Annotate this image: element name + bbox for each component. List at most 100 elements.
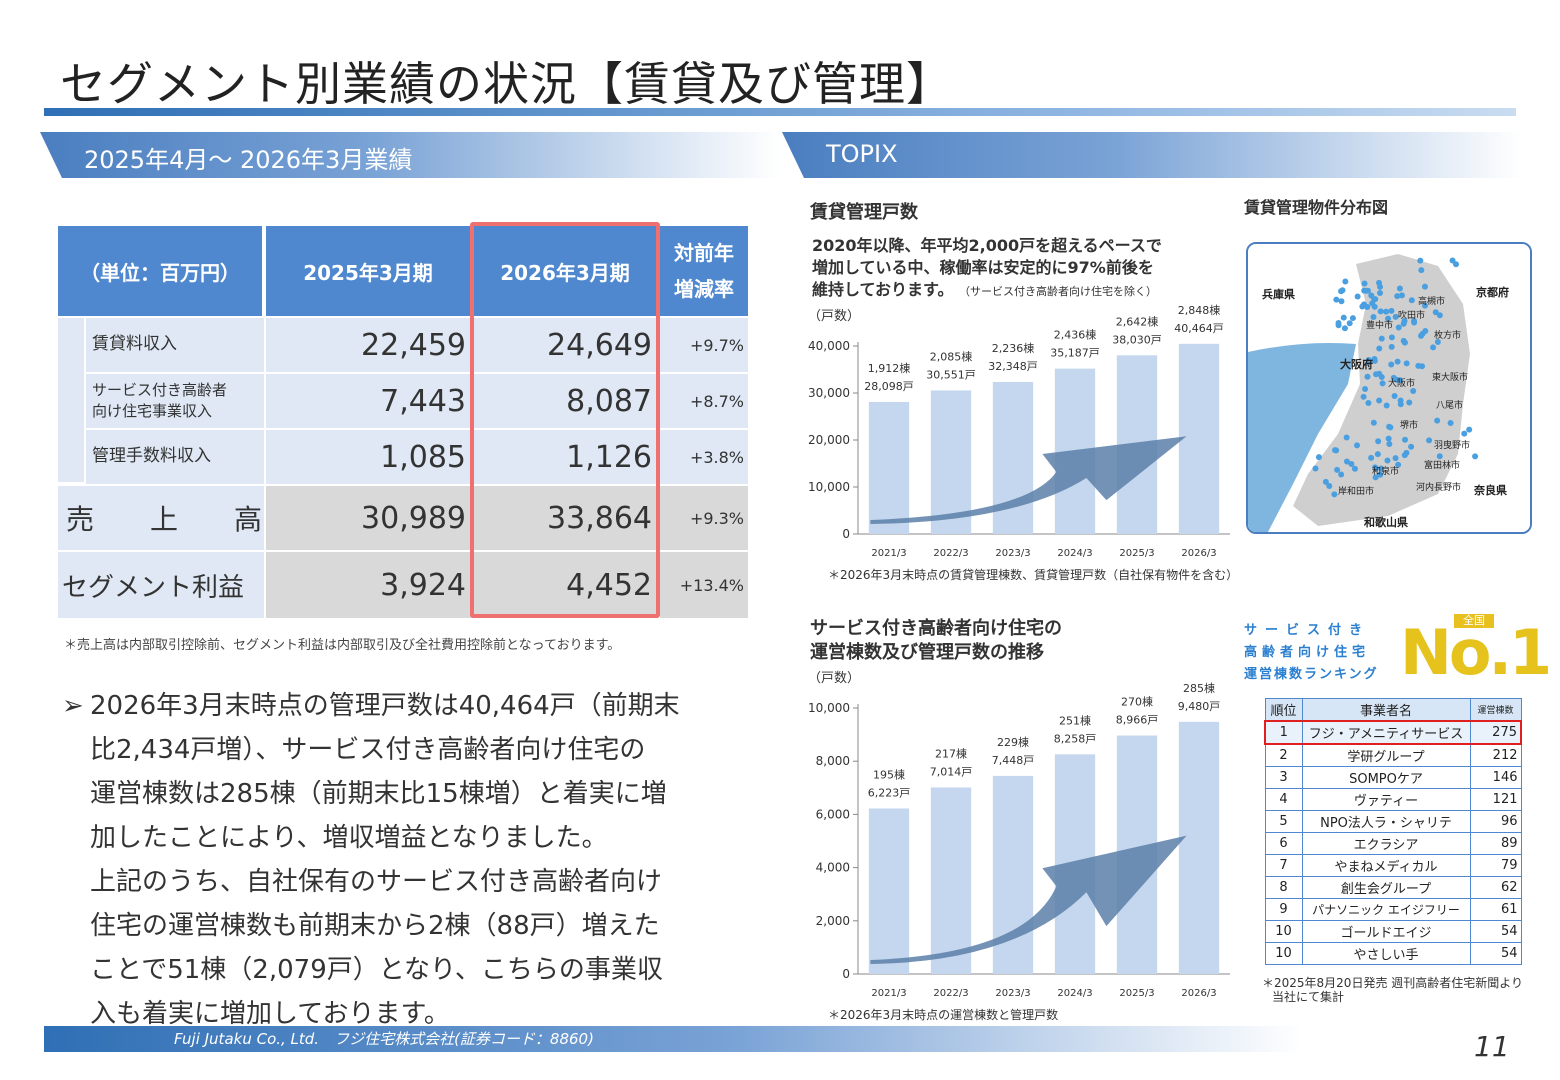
map-city: 豊中市	[1366, 319, 1393, 331]
bar-label-units: 6,223戸	[868, 786, 911, 799]
company-cell: ゴールドエイジ	[1301, 920, 1471, 943]
property-dot	[1339, 287, 1346, 294]
property-dot	[1466, 426, 1473, 433]
summary-text: ➢ 2026年3月末時点の管理戸数は40,464戸（前期末 比2,434戸増）、…	[62, 684, 742, 1036]
property-dot	[1343, 434, 1350, 441]
property-dot	[1378, 335, 1385, 342]
profit-fy2025: 3,924	[266, 552, 472, 618]
property-dot	[1334, 466, 1341, 473]
sales-fy2025: 30,989	[266, 486, 472, 550]
x-tick-label: 2025/3	[1119, 548, 1154, 559]
chart2-heading-line1: サービス付き高齢者向け住宅の	[810, 618, 1062, 639]
bullet-arrow-icon: ➢	[62, 691, 84, 721]
property-dot	[1335, 322, 1342, 329]
property-dot	[1377, 283, 1384, 290]
map-label-nara: 奈良県	[1473, 483, 1507, 497]
property-dot	[1418, 267, 1425, 274]
mgmt-fee-fy2026: 1,126	[474, 430, 658, 484]
property-dot	[1351, 465, 1358, 472]
bar-label-buildings: 2,436棟	[1054, 328, 1097, 342]
property-dot	[1385, 315, 1392, 322]
property-dot	[1398, 292, 1405, 299]
bar-label-units: 7,448戸	[992, 754, 1035, 767]
rank-cell: 10	[1264, 920, 1303, 943]
chart2-heading-line2: 運営棟数及び管理戸数の推移	[810, 642, 1044, 663]
property-dot	[1396, 377, 1403, 384]
y-tick-label: 40,000	[808, 339, 850, 353]
property-dot	[1376, 345, 1383, 352]
rank-cell: 3	[1264, 766, 1303, 789]
map-city: 堺市	[1400, 419, 1418, 431]
chart1-desc-line3: 維持しております。 （サービス付き高齢者向け住宅を除く）	[812, 276, 1157, 300]
property-dot	[1346, 320, 1353, 327]
property-dot	[1390, 374, 1397, 381]
property-dot	[1372, 474, 1379, 481]
y-tick-label: 0	[842, 527, 850, 541]
property-dot	[1388, 343, 1395, 350]
bar-label-buildings: 2,642棟	[1116, 314, 1159, 328]
property-dot	[1331, 491, 1338, 498]
bar	[868, 401, 910, 534]
bar-label-units: 9,480戸	[1178, 700, 1221, 713]
count-cell: 275	[1469, 720, 1522, 745]
rank-cell: 7	[1264, 854, 1303, 877]
company-cell: NPO法人ラ・シャリテ	[1301, 810, 1471, 833]
sales-yoy: +9.3%	[660, 486, 748, 550]
property-dot	[1354, 442, 1361, 449]
table-header-fy2026: 2026年3月期	[474, 226, 658, 316]
map-city: 高槻市	[1418, 295, 1445, 307]
rent-yoy: +9.7%	[660, 318, 748, 372]
property-dot	[1401, 339, 1408, 346]
property-dot	[1371, 303, 1378, 310]
property-dot	[1361, 280, 1368, 287]
rank-cell: 4	[1264, 788, 1303, 811]
count-cell: 54	[1469, 920, 1522, 943]
property-dot	[1453, 261, 1460, 268]
bar-label-units: 7,014戸	[930, 765, 973, 778]
property-dot	[1410, 387, 1417, 394]
company-cell: パナソニック エイジフリー	[1301, 898, 1471, 921]
senior-fy2026: 8,087	[474, 374, 658, 428]
no1-badge-big: No.1	[1400, 616, 1552, 689]
property-dot	[1434, 339, 1441, 346]
y-tick-label: 10,000	[808, 480, 850, 494]
property-dot	[1385, 435, 1392, 442]
property-dot	[1359, 303, 1366, 310]
property-dot	[1396, 285, 1403, 292]
y-tick-label: 20,000	[808, 433, 850, 447]
bar-label-units: 32,348戸	[988, 360, 1038, 373]
property-dot	[1368, 292, 1375, 299]
property-dot	[1472, 453, 1479, 460]
trend-arrow-icon	[870, 835, 1187, 964]
y-tick-label: 6,000	[816, 807, 850, 821]
map-city: 富田林市	[1424, 459, 1460, 471]
bar-label-buildings: 2,236棟	[992, 341, 1035, 355]
count-cell: 212	[1469, 743, 1522, 767]
table-row: 10 やさしい手 54	[1264, 942, 1522, 965]
property-dot	[1338, 298, 1345, 305]
x-tick-label: 2024/3	[1057, 988, 1092, 999]
property-dot	[1432, 309, 1439, 316]
property-dot	[1326, 482, 1333, 489]
bar-label-buildings: 1,912棟	[868, 361, 911, 375]
property-dot	[1368, 454, 1375, 461]
ranking-footnote: ＊2025年8月20日発売 週刊高齢者住宅新聞より 当社にて集計	[1262, 976, 1532, 1004]
property-dot	[1408, 443, 1415, 450]
x-tick-label: 2021/3	[871, 988, 906, 999]
property-dot	[1388, 307, 1395, 314]
summary-line: 比2,434戸増）、サービス付き高齢者向け住宅の	[90, 735, 646, 765]
ranking-title-line: 運営棟数ランキング	[1244, 667, 1379, 682]
property-dot	[1370, 313, 1377, 320]
property-dot	[1436, 453, 1443, 460]
bar-label-buildings: 195棟	[873, 767, 905, 781]
mgmt-fee-yoy: +3.8%	[660, 430, 748, 484]
rank-cell: 2	[1264, 743, 1303, 767]
section-header-results: 2025年4月～ 2026年3月業績	[40, 132, 780, 178]
company-cell: SOMPOケア	[1301, 766, 1471, 789]
property-dot	[1395, 324, 1402, 331]
y-tick-label: 10,000	[808, 701, 850, 715]
map-city: 大阪市	[1388, 377, 1415, 389]
row-label-senior-line1: サービス付き高齢者	[92, 381, 228, 399]
ranking-title-line: 高齢者向け住宅	[1244, 645, 1371, 660]
x-tick-label: 2026/3	[1181, 988, 1216, 999]
